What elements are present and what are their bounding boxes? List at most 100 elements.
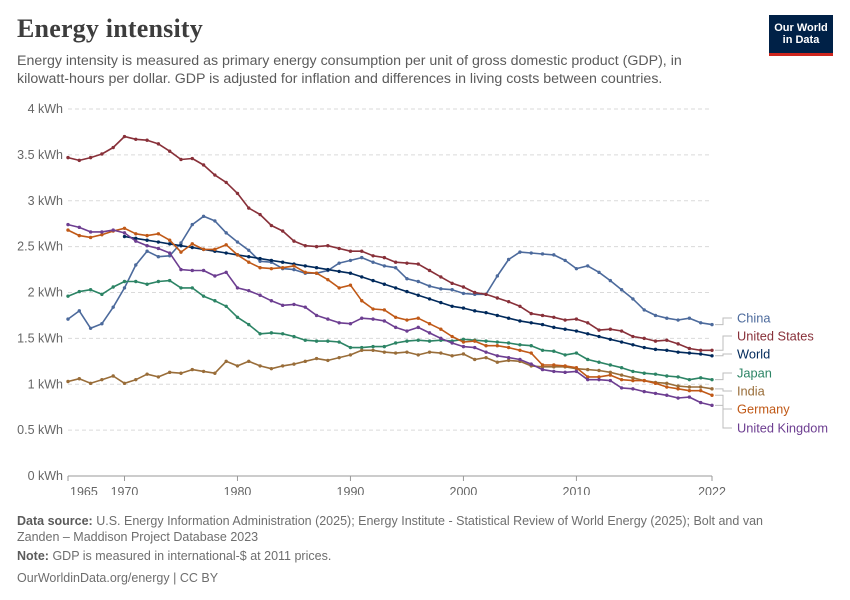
data-point (710, 354, 714, 358)
data-point (495, 274, 500, 278)
data-point (653, 381, 658, 386)
data-point (597, 270, 601, 275)
data-point (518, 357, 522, 362)
data-point (326, 358, 330, 363)
data-point (167, 149, 172, 153)
data-point (687, 316, 692, 320)
data-point (506, 355, 511, 360)
data-point (631, 334, 635, 339)
data-point (280, 303, 285, 308)
data-point (574, 317, 579, 321)
data-point (608, 378, 613, 383)
data-point (292, 334, 296, 339)
data-point (134, 377, 138, 382)
data-point (134, 232, 138, 236)
data-point (619, 366, 624, 370)
data-point (134, 263, 138, 267)
data-point (495, 344, 500, 348)
data-point (393, 315, 398, 319)
data-point (382, 282, 387, 286)
data-point (314, 339, 319, 343)
data-point (292, 239, 296, 243)
data-point (156, 232, 161, 236)
data-point (190, 268, 194, 273)
data-point (213, 219, 217, 223)
data-point (337, 286, 341, 290)
logo-line-2: in Data (782, 34, 820, 46)
owid-logo[interactable]: Our World in Data (769, 15, 833, 56)
data-point (699, 385, 703, 389)
data-point (586, 377, 590, 382)
y-tick-label: 1 kWh (28, 377, 63, 391)
data-point (247, 206, 251, 210)
data-point (518, 348, 522, 353)
data-point (348, 258, 353, 263)
data-point (427, 284, 432, 288)
data-point (111, 285, 115, 289)
data-point (145, 372, 149, 376)
data-point (303, 359, 307, 364)
x-tick-label: 2022 (698, 485, 726, 495)
data-point (247, 255, 251, 259)
data-point (563, 258, 567, 263)
line-chart: 0 kWh 0.5 kWh 1 kWh 1.5 kWh 2 kWh 2.5 kWh 3 kW… (17, 102, 828, 495)
data-point (303, 244, 307, 248)
data-point (280, 364, 285, 368)
data-point (676, 318, 680, 322)
data-point (642, 308, 646, 312)
data-point (371, 278, 375, 283)
data-point (201, 369, 206, 374)
data-point (484, 344, 488, 348)
data-point (642, 389, 646, 394)
data-point (665, 338, 669, 342)
data-point (699, 321, 703, 325)
data-point (653, 372, 658, 376)
data-point (473, 357, 477, 362)
data-point (224, 231, 228, 235)
series-line-china (67, 215, 713, 330)
data-point (88, 235, 93, 240)
series-line-united-states (67, 135, 712, 352)
data-point (77, 233, 81, 238)
data-point (382, 319, 387, 323)
data-point (405, 329, 409, 333)
data-point (676, 396, 680, 400)
data-point (653, 347, 658, 352)
data-point (619, 288, 624, 292)
data-point (405, 318, 409, 322)
data-point (179, 250, 183, 254)
data-point (563, 318, 567, 322)
data-point (213, 247, 217, 252)
data-point (665, 385, 669, 389)
data-point (224, 270, 228, 275)
source-note: Data source: U.S. Energy Information Adm… (17, 513, 807, 545)
data-point (665, 348, 669, 353)
data-point (563, 353, 567, 357)
data-point (495, 313, 500, 318)
data-point (337, 340, 341, 344)
data-point (608, 278, 613, 283)
data-point (687, 385, 692, 389)
data-point (552, 315, 556, 319)
data-point (506, 257, 511, 262)
data-point (461, 352, 466, 356)
legend-label-india: India (737, 384, 766, 399)
data-point (473, 309, 477, 313)
data-point (665, 374, 669, 378)
source-label: Data source: (17, 514, 93, 528)
data-point (303, 264, 307, 268)
data-point (280, 266, 285, 270)
data-point (427, 268, 432, 273)
data-point (676, 387, 680, 391)
data-point (461, 306, 466, 310)
data-point (371, 317, 375, 321)
legend-label-united-kingdom: United Kingdom (737, 421, 828, 436)
data-point (134, 279, 138, 284)
data-point (687, 346, 692, 351)
data-point (360, 345, 364, 350)
data-point (77, 309, 81, 313)
data-point (360, 275, 364, 279)
owid-energy-link[interactable]: OurWorldinData.org/energy (17, 571, 170, 585)
data-point (506, 358, 511, 363)
data-point (439, 287, 443, 291)
